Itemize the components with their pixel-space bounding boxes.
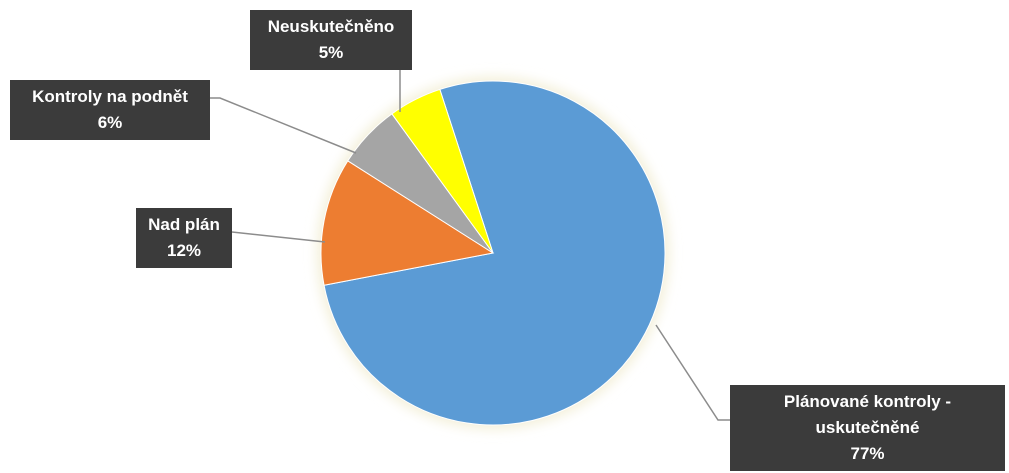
data-label: Nad plán 12% xyxy=(136,208,232,268)
pie-slice xyxy=(391,88,494,254)
label-value: 12% xyxy=(166,241,202,260)
label-value: 77% xyxy=(850,444,885,463)
leader-lines xyxy=(210,70,730,421)
label-category: Neuskutečněno xyxy=(267,17,395,36)
leader-line xyxy=(231,231,326,243)
label-value: 5% xyxy=(318,43,344,62)
label-category: Plánované kontroly - uskutečněné xyxy=(783,392,952,437)
label-value: 6% xyxy=(97,113,123,132)
data-label: Plánované kontroly - uskutečněné 77% xyxy=(730,385,1005,471)
slices xyxy=(320,80,666,426)
leader-line xyxy=(210,97,357,154)
data-label: Neuskutečněno 5% xyxy=(250,10,412,70)
leader-line xyxy=(655,324,730,421)
label-category: Nad plán xyxy=(148,215,220,234)
pie-slice xyxy=(320,160,495,286)
data-label: Kontroly na podnět 6% xyxy=(10,80,210,140)
label-category: Kontroly na podnět xyxy=(32,87,188,106)
pie-slice xyxy=(323,80,666,426)
